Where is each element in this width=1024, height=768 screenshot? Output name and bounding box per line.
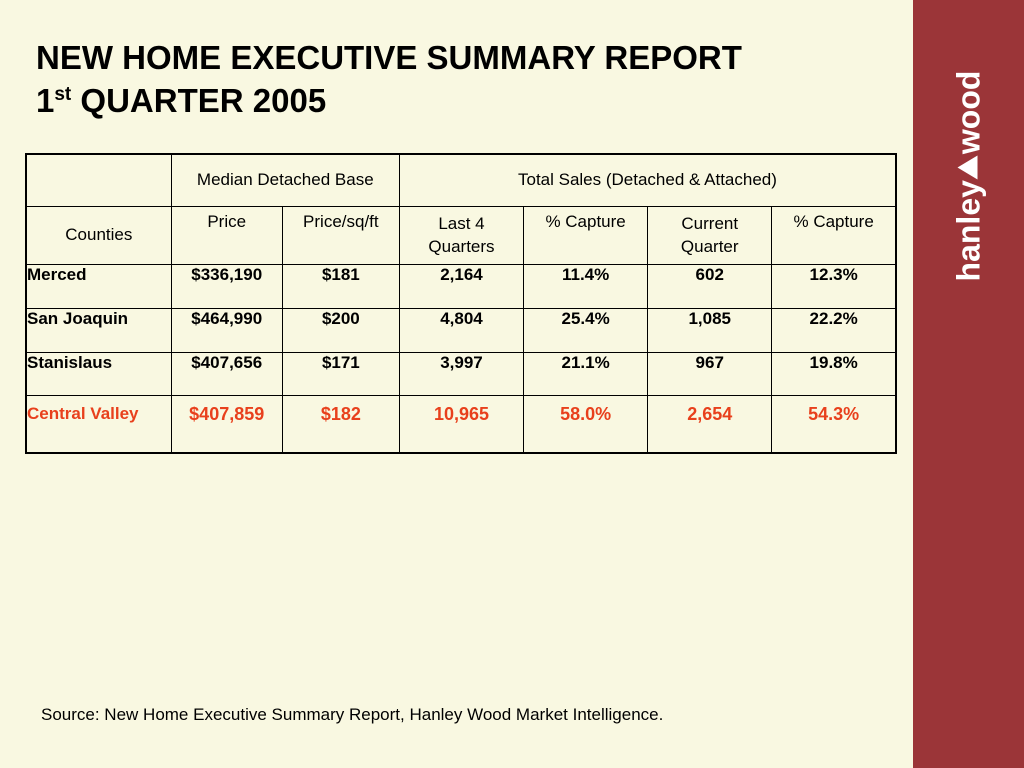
total-row: Central Valley $407,859 $182 10,965 58.0… xyxy=(25,394,897,454)
total-price-cell: $407,859 xyxy=(170,394,283,454)
capture-cell-1: 11.4% xyxy=(523,263,649,309)
county-name: San Joaquin xyxy=(25,307,172,353)
price-cell: $464,990 xyxy=(170,307,283,353)
total-capture-cell-2: 54.3% xyxy=(771,394,897,454)
title-line-2: 1st QUARTER 2005 xyxy=(36,79,742,122)
county-name: Stanislaus xyxy=(25,351,172,396)
total-last-4-quarters-cell: 10,965 xyxy=(398,394,525,454)
title-line-1: NEW HOME EXECUTIVE SUMMARY REPORT xyxy=(36,39,742,76)
quarter-number: 1 xyxy=(36,82,55,119)
slide-title: NEW HOME EXECUTIVE SUMMARY REPORT 1st QU… xyxy=(36,36,742,122)
county-name: Merced xyxy=(25,263,172,309)
table-row: San Joaquin $464,990 $200 4,804 25.4% 1,… xyxy=(25,307,897,353)
empty-header-cell xyxy=(25,153,172,207)
hanley-wood-logo: hanley wood xyxy=(950,71,987,282)
capture-header-2: % Capture xyxy=(771,205,897,265)
triangle-icon xyxy=(957,155,977,180)
current-quarter-cell: 967 xyxy=(647,351,773,396)
capture-cell-2: 12.3% xyxy=(771,263,897,309)
logo-word-wood: wood xyxy=(950,70,986,155)
column-header-row: Counties Price Price/sq/ft Last 4 Quarte… xyxy=(25,205,897,265)
last-4-quarters-cell: 4,804 xyxy=(398,307,525,353)
quarter-label: QUARTER 2005 xyxy=(71,82,327,119)
capture-cell-1: 21.1% xyxy=(523,351,649,396)
price-cell: $407,656 xyxy=(170,351,283,396)
price-sqft-cell: $200 xyxy=(281,307,400,353)
total-price-sqft-cell: $182 xyxy=(281,394,400,454)
price-header: Price xyxy=(170,205,283,265)
total-sales-header: Total Sales (Detached & Attached) xyxy=(398,153,897,207)
total-capture-cell-1: 58.0% xyxy=(523,394,649,454)
table-row: Stanislaus $407,656 $171 3,997 21.1% 967… xyxy=(25,351,897,396)
current-quarter-header: Current Quarter xyxy=(647,205,773,265)
price-sqft-header: Price/sq/ft xyxy=(281,205,400,265)
price-sqft-cell: $181 xyxy=(281,263,400,309)
brand-sidebar: hanley wood xyxy=(913,0,1024,768)
last-4-quarters-header: Last 4 Quarters xyxy=(398,205,525,265)
capture-cell-2: 22.2% xyxy=(771,307,897,353)
median-detached-base-header: Median Detached Base xyxy=(170,153,400,207)
table-row: Merced $336,190 $181 2,164 11.4% 602 12.… xyxy=(25,263,897,309)
capture-cell-1: 25.4% xyxy=(523,307,649,353)
last-4-quarters-cell: 2,164 xyxy=(398,263,525,309)
price-sqft-cell: $171 xyxy=(281,351,400,396)
counties-header: Counties xyxy=(25,205,172,265)
last-4-quarters-cell: 3,997 xyxy=(398,351,525,396)
group-header-row: Median Detached Base Total Sales (Detach… xyxy=(25,153,897,207)
quarter-ordinal: st xyxy=(54,84,72,105)
capture-cell-2: 19.8% xyxy=(771,351,897,396)
current-quarter-cell: 1,085 xyxy=(647,307,773,353)
price-cell: $336,190 xyxy=(170,263,283,309)
logo-word-hanley: hanley xyxy=(950,180,986,282)
source-note: Source: New Home Executive Summary Repor… xyxy=(41,705,664,724)
total-region-name: Central Valley xyxy=(25,394,172,454)
summary-table: Median Detached Base Total Sales (Detach… xyxy=(25,153,897,454)
total-current-quarter-cell: 2,654 xyxy=(647,394,773,454)
slide: NEW HOME EXECUTIVE SUMMARY REPORT 1st QU… xyxy=(25,36,897,724)
capture-header-1: % Capture xyxy=(523,205,649,265)
current-quarter-cell: 602 xyxy=(647,263,773,309)
